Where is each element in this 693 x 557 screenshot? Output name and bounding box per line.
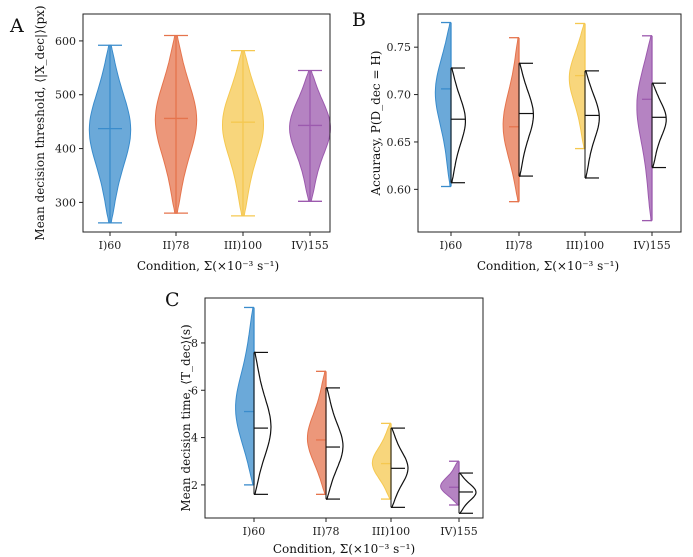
y-tick-label: 2 <box>191 479 198 492</box>
x-tick-label: II)78 <box>313 525 340 538</box>
y-tick-label: 8 <box>191 337 198 350</box>
panel-a-ylabel: Mean decision threshold, ⟨|X_dec|⟩(px) <box>33 5 47 240</box>
panel-b-xlabel: Condition, Σ(×10⁻³ s⁻¹) <box>477 259 619 273</box>
panel-b-frame <box>417 13 682 233</box>
panel-c-frame <box>204 297 484 519</box>
model-violin-outline <box>391 427 409 508</box>
violin-body <box>502 37 519 203</box>
x-tick-label: II)78 <box>506 239 533 252</box>
panel-c: C 2 4 6 8 I)60 II)78 III)100 IV)155 Condition,… <box>165 289 484 556</box>
model-violin-outline <box>451 67 466 184</box>
x-tick-label: I)60 <box>243 525 266 538</box>
model-violin-outline <box>254 351 272 495</box>
panel-c-xlabel: Condition, Σ(×10⁻³ s⁻¹) <box>273 542 415 556</box>
y-tick-label: 6 <box>191 384 198 397</box>
x-tick-label: IV)155 <box>633 239 671 252</box>
panel-c-ylabel: Mean decision time, ⟨T_dec⟩(s) <box>179 324 193 511</box>
y-tick-label: 600 <box>55 35 76 48</box>
violin-body <box>440 460 459 506</box>
y-tick-label: 0.75 <box>387 41 412 54</box>
panel-a-frame <box>82 13 331 233</box>
violin-body <box>235 307 254 486</box>
y-tick-label: 500 <box>55 89 76 102</box>
violin-body <box>434 22 451 187</box>
x-tick-label: I)60 <box>440 239 463 252</box>
panel-a: A 300 400 500 600 I)60 II)78 III)100 IV)155 Co… <box>9 5 331 273</box>
panel-b-ylabel: Accuracy, P(D_dec = H) <box>369 51 383 197</box>
x-tick-label: III)100 <box>372 525 410 538</box>
panel-a-label: A <box>9 15 24 37</box>
y-tick-label: 0.60 <box>387 183 412 196</box>
x-tick-label: III)100 <box>566 239 604 252</box>
y-tick-label: 0.70 <box>387 89 412 102</box>
x-tick-label: III)100 <box>224 239 262 252</box>
y-tick-label: 0.65 <box>387 136 412 149</box>
x-tick-label: IV)155 <box>291 239 329 252</box>
violin-body <box>636 35 652 222</box>
panel-b: B 0.60 0.65 0.70 0.75 I)60 II)78 III)100 IV)15… <box>352 9 682 273</box>
panel-c-label: C <box>165 289 180 311</box>
violin-body <box>371 422 391 500</box>
violin-body <box>568 23 585 150</box>
model-violin-outline <box>326 387 344 500</box>
panel-a-xlabel: Condition, Σ(×10⁻³ s⁻¹) <box>137 259 279 273</box>
x-tick-label: II)78 <box>163 239 190 252</box>
y-tick-label: 4 <box>191 432 198 445</box>
model-violin-outline <box>585 70 600 179</box>
x-tick-label: IV)155 <box>440 525 478 538</box>
model-violin-outline <box>652 82 667 169</box>
model-violin-outline <box>519 62 534 177</box>
violin-body <box>306 370 326 495</box>
y-tick-label: 400 <box>55 143 76 156</box>
y-tick-label: 300 <box>55 196 76 209</box>
model-violin-outline <box>459 472 477 514</box>
x-tick-label: I)60 <box>99 239 122 252</box>
panel-b-label: B <box>352 9 366 31</box>
